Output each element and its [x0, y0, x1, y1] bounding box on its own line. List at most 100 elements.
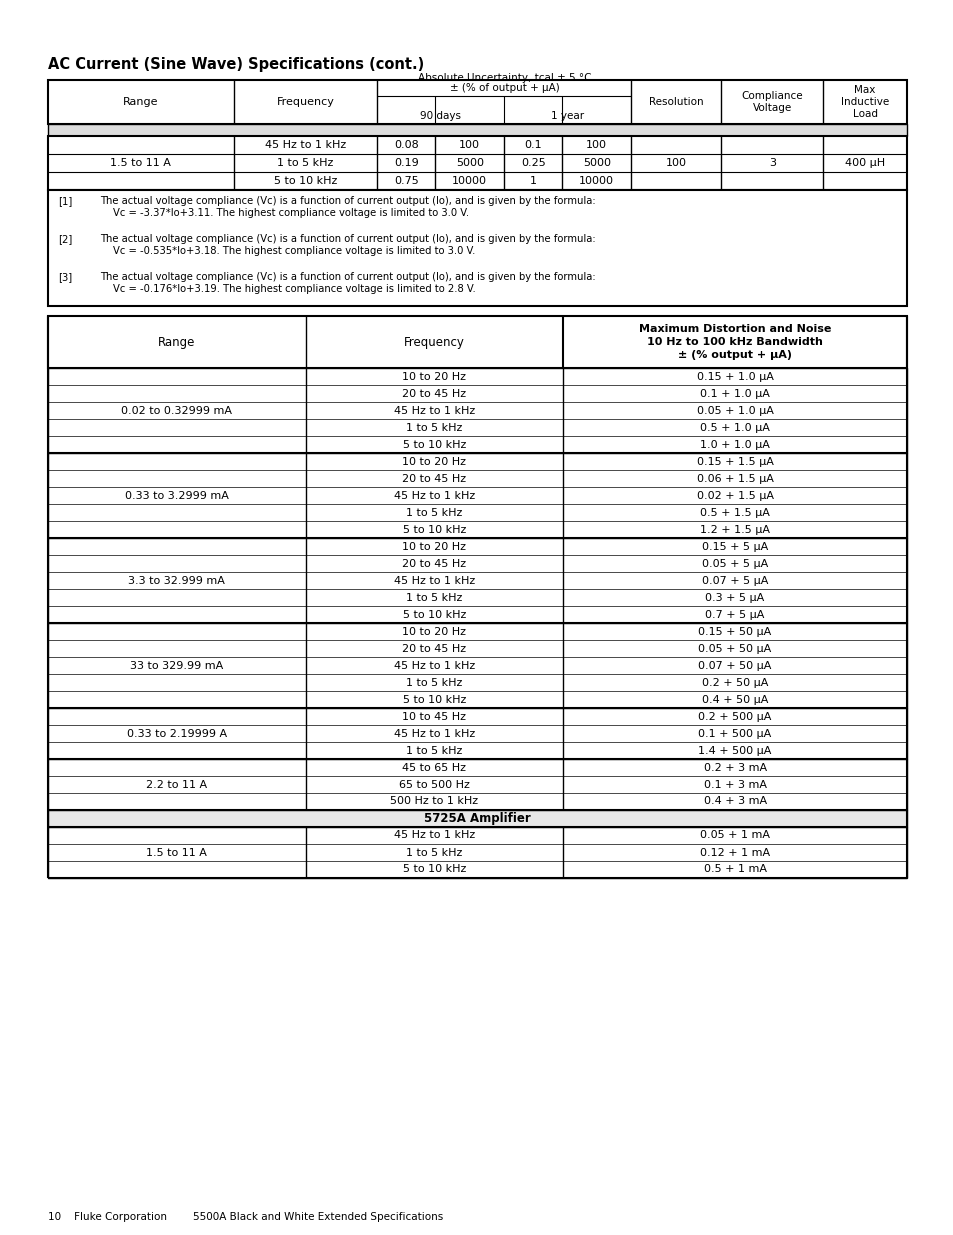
Text: 10000: 10000: [452, 177, 487, 186]
Text: Vc = -3.37*Io+3.11. The highest compliance voltage is limited to 3.0 V.: Vc = -3.37*Io+3.11. The highest complian…: [112, 207, 469, 219]
Bar: [48, 622, 906, 708]
Text: 20 to 45 Hz: 20 to 45 Hz: [402, 473, 466, 483]
Text: 0.05 + 1.0 μA: 0.05 + 1.0 μA: [696, 405, 773, 415]
Text: Compliance
Voltage: Compliance Voltage: [740, 91, 802, 114]
Text: 3: 3: [768, 158, 775, 168]
Text: 0.5 + 1.0 μA: 0.5 + 1.0 μA: [700, 422, 769, 432]
Text: 0.07 + 50 μA: 0.07 + 50 μA: [698, 661, 771, 671]
Text: 45 Hz to 1 kHz: 45 Hz to 1 kHz: [265, 140, 346, 149]
Text: 0.2 + 500 μA: 0.2 + 500 μA: [698, 711, 771, 721]
Text: 0.1 + 3 mA: 0.1 + 3 mA: [703, 779, 766, 789]
Bar: [48, 810, 906, 827]
Text: 45 Hz to 1 kHz: 45 Hz to 1 kHz: [394, 830, 475, 841]
Text: [3]: [3]: [58, 272, 72, 282]
Text: 1.5 to 11 A: 1.5 to 11 A: [146, 847, 207, 857]
Text: 100: 100: [665, 158, 686, 168]
Text: 0.5 + 1 mA: 0.5 + 1 mA: [703, 864, 766, 874]
Text: 500 Hz to 1 kHz: 500 Hz to 1 kHz: [390, 797, 478, 806]
Text: [1]: [1]: [58, 196, 72, 206]
Text: Range: Range: [158, 336, 195, 348]
Text: 10    Fluke Corporation        5500A Black and White Extended Specifications: 10 Fluke Corporation 5500A Black and Whi…: [48, 1212, 443, 1221]
Text: 0.1: 0.1: [524, 140, 541, 149]
Text: 0.15 + 1.5 μA: 0.15 + 1.5 μA: [696, 457, 773, 467]
Text: 0.25: 0.25: [520, 158, 545, 168]
Text: 1.0 + 1.0 μA: 1.0 + 1.0 μA: [700, 440, 769, 450]
Text: Frequency: Frequency: [276, 98, 335, 107]
Text: 45 Hz to 1 kHz: 45 Hz to 1 kHz: [394, 490, 475, 500]
Text: The actual voltage compliance (Vc) is a function of current output (Io), and is : The actual voltage compliance (Vc) is a …: [100, 196, 595, 206]
Text: 100: 100: [585, 140, 606, 149]
Text: 0.4 + 50 μA: 0.4 + 50 μA: [701, 694, 767, 704]
Bar: [48, 80, 906, 124]
Text: 5000: 5000: [582, 158, 610, 168]
Text: 0.05 + 5 μA: 0.05 + 5 μA: [701, 558, 767, 568]
Text: 0.75: 0.75: [394, 177, 418, 186]
Bar: [48, 124, 906, 136]
Text: 0.4 + 3 mA: 0.4 + 3 mA: [702, 797, 766, 806]
Text: 10 to 20 Hz: 10 to 20 Hz: [402, 626, 466, 636]
Bar: [48, 760, 906, 810]
Text: 1 to 5 kHz: 1 to 5 kHz: [406, 422, 462, 432]
Text: 5 to 10 kHz: 5 to 10 kHz: [402, 440, 466, 450]
Text: 1 to 5 kHz: 1 to 5 kHz: [406, 847, 462, 857]
Text: 0.19: 0.19: [394, 158, 418, 168]
Text: ± (% of output + μA): ± (% of output + μA): [449, 83, 558, 93]
Text: 45 to 65 Hz: 45 to 65 Hz: [402, 762, 466, 773]
Text: 0.15 + 50 μA: 0.15 + 50 μA: [698, 626, 771, 636]
Text: 0.3 + 5 μA: 0.3 + 5 μA: [704, 593, 764, 603]
Text: 0.2 + 50 μA: 0.2 + 50 μA: [701, 678, 767, 688]
Bar: [48, 538, 906, 622]
Text: Frequency: Frequency: [403, 336, 464, 348]
Text: Vc = -0.176*Io+3.19. The highest compliance voltage is limited to 2.8 V.: Vc = -0.176*Io+3.19. The highest complia…: [112, 284, 476, 294]
Text: 0.2 + 3 mA: 0.2 + 3 mA: [702, 762, 766, 773]
Text: 5 to 10 kHz: 5 to 10 kHz: [402, 864, 466, 874]
Text: 0.05 + 50 μA: 0.05 + 50 μA: [698, 643, 771, 653]
Text: 0.07 + 5 μA: 0.07 + 5 μA: [701, 576, 767, 585]
Text: 100: 100: [458, 140, 479, 149]
Text: 20 to 45 Hz: 20 to 45 Hz: [402, 389, 466, 399]
Text: 0.05 + 1 mA: 0.05 + 1 mA: [700, 830, 769, 841]
Text: 2.2 to 11 A: 2.2 to 11 A: [146, 779, 207, 789]
Text: Absolute Uncertainty, tcal ± 5 °C: Absolute Uncertainty, tcal ± 5 °C: [417, 73, 591, 83]
Text: 5725A Amplifier: 5725A Amplifier: [424, 811, 530, 825]
Text: Range: Range: [123, 98, 158, 107]
Text: 10 to 45 Hz: 10 to 45 Hz: [402, 711, 466, 721]
Text: 0.33 to 3.2999 mA: 0.33 to 3.2999 mA: [125, 490, 229, 500]
Text: 10 to 20 Hz: 10 to 20 Hz: [402, 541, 466, 552]
Text: 33 to 329.99 mA: 33 to 329.99 mA: [130, 661, 223, 671]
Text: 45 Hz to 1 kHz: 45 Hz to 1 kHz: [394, 405, 475, 415]
Text: 1 to 5 kHz: 1 to 5 kHz: [277, 158, 334, 168]
Text: 3.3 to 32.999 mA: 3.3 to 32.999 mA: [129, 576, 225, 585]
Bar: [48, 708, 906, 760]
Text: 0.08: 0.08: [394, 140, 418, 149]
Text: 10 to 20 Hz: 10 to 20 Hz: [402, 457, 466, 467]
Text: 45 Hz to 1 kHz: 45 Hz to 1 kHz: [394, 576, 475, 585]
Bar: [48, 827, 906, 878]
Bar: [48, 190, 906, 306]
Text: 1 year: 1 year: [551, 111, 584, 121]
Bar: [48, 136, 906, 190]
Text: 5000: 5000: [456, 158, 483, 168]
Text: 45 Hz to 1 kHz: 45 Hz to 1 kHz: [394, 661, 475, 671]
Text: 1: 1: [529, 177, 537, 186]
Text: 0.15 + 1.0 μA: 0.15 + 1.0 μA: [696, 372, 773, 382]
Text: 20 to 45 Hz: 20 to 45 Hz: [402, 643, 466, 653]
Text: [2]: [2]: [58, 233, 72, 245]
Text: Resolution: Resolution: [648, 98, 703, 107]
Text: 10 to 20 Hz: 10 to 20 Hz: [402, 372, 466, 382]
Bar: [48, 316, 906, 368]
Bar: [48, 368, 906, 453]
Text: 1 to 5 kHz: 1 to 5 kHz: [406, 508, 462, 517]
Text: 0.02 to 0.32999 mA: 0.02 to 0.32999 mA: [121, 405, 232, 415]
Text: The actual voltage compliance (Vc) is a function of current output (Io), and is : The actual voltage compliance (Vc) is a …: [100, 272, 595, 282]
Text: AC Current (Sine Wave) Specifications (cont.): AC Current (Sine Wave) Specifications (c…: [48, 57, 424, 72]
Text: 1.2 + 1.5 μA: 1.2 + 1.5 μA: [700, 525, 769, 535]
Text: Vc = -0.535*Io+3.18. The highest compliance voltage is limited to 3.0 V.: Vc = -0.535*Io+3.18. The highest complia…: [112, 246, 475, 256]
Bar: [48, 453, 906, 538]
Text: 10 Hz to 100 kHz Bandwidth: 10 Hz to 100 kHz Bandwidth: [646, 337, 822, 347]
Text: 0.15 + 5 μA: 0.15 + 5 μA: [701, 541, 767, 552]
Text: 1 to 5 kHz: 1 to 5 kHz: [406, 678, 462, 688]
Text: 400 μH: 400 μH: [844, 158, 884, 168]
Text: 10000: 10000: [578, 177, 614, 186]
Text: 1 to 5 kHz: 1 to 5 kHz: [406, 746, 462, 756]
